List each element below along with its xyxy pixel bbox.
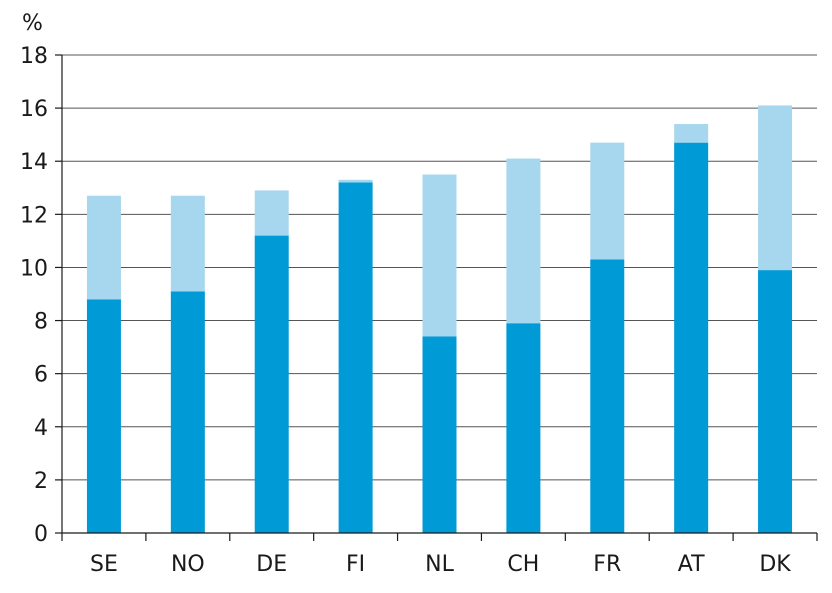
x-tick-label-at: AT xyxy=(678,552,705,577)
bar-at-segment-1 xyxy=(674,142,709,533)
bar-no-segment-2 xyxy=(170,195,205,292)
bar-se-segment-1 xyxy=(86,299,121,533)
x-tick-label-fi: FI xyxy=(346,552,365,577)
y-tick-label: 0 xyxy=(34,522,48,547)
y-tick-label: 18 xyxy=(20,44,48,69)
bar-nl-segment-2 xyxy=(422,174,457,337)
y-tick-label: 10 xyxy=(20,256,48,281)
bar-no-segment-1 xyxy=(170,291,205,533)
y-tick-label: 2 xyxy=(34,469,48,494)
y-tick-label: 14 xyxy=(20,150,48,175)
bar-nl-segment-1 xyxy=(422,336,457,533)
bar-at-segment-2 xyxy=(674,124,709,143)
bar-dk-segment-2 xyxy=(758,105,793,271)
bar-se-segment-2 xyxy=(86,195,121,300)
bar-fi-segment-2 xyxy=(338,179,373,183)
bar-ch-segment-1 xyxy=(506,323,541,533)
y-axis-unit-label: % xyxy=(22,11,43,36)
y-tick-label: 12 xyxy=(20,203,48,228)
axes xyxy=(55,54,818,541)
bar-de-segment-1 xyxy=(254,235,289,534)
y-tick-label: 8 xyxy=(34,310,48,335)
bar-fi-segment-1 xyxy=(338,182,373,533)
y-tick-label: 6 xyxy=(34,363,48,388)
bar-ch-segment-2 xyxy=(506,158,541,324)
bar-de-segment-2 xyxy=(254,190,289,236)
x-tick-label-ch: CH xyxy=(507,552,539,577)
y-tick-label: 4 xyxy=(34,416,48,441)
x-tick-label-se: SE xyxy=(90,552,118,577)
x-tick-label-nl: NL xyxy=(425,552,454,577)
x-tick-label-de: DE xyxy=(256,552,287,577)
x-tick-label-dk: DK xyxy=(759,552,791,577)
bar-fr-segment-1 xyxy=(590,259,625,533)
x-tick-label-fr: FR xyxy=(593,552,621,577)
y-tick-label: 16 xyxy=(20,97,48,122)
bars xyxy=(86,105,793,534)
x-tick-labels: SE NO DE FI NL CH FR AT DK xyxy=(90,552,791,577)
bar-dk-segment-1 xyxy=(758,270,793,533)
bar-fr-segment-2 xyxy=(590,142,625,260)
y-tick-labels: 0 2 4 6 8 10 12 14 16 18 xyxy=(20,44,48,547)
x-tick-label-no: NO xyxy=(171,552,205,577)
